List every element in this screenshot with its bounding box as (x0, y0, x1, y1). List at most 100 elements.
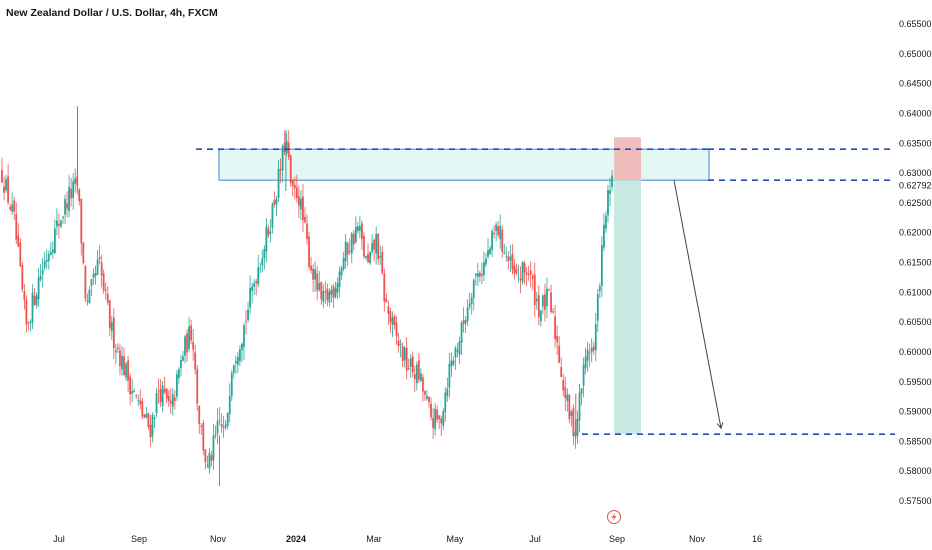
candle-body (324, 291, 327, 293)
candle-body (499, 225, 502, 240)
candle-body (491, 231, 493, 251)
candle-body (202, 422, 205, 451)
candle-body (80, 199, 83, 244)
candle-body (576, 419, 579, 436)
current-price-label: 0.62792 (899, 180, 932, 190)
candle-body (383, 273, 386, 302)
candle-body (218, 419, 221, 421)
x-tick-label: Sep (131, 534, 147, 544)
x-tick-label: 16 (752, 534, 762, 544)
candle-body (175, 374, 178, 397)
y-tick-label: 0.58500 (899, 436, 932, 446)
candle-body (204, 449, 207, 463)
candle-body (210, 455, 213, 461)
candle-body (584, 356, 587, 368)
candle-body (129, 376, 132, 395)
candle-body (198, 405, 201, 425)
candle-body (444, 392, 447, 413)
candle-body (194, 352, 197, 370)
candle-body (200, 425, 203, 427)
candle-body (572, 408, 575, 437)
candle-body (145, 413, 148, 418)
candle-body (224, 424, 227, 428)
projection-arrow[interactable] (673, 180, 722, 429)
candle-body (562, 379, 565, 391)
candle-body (214, 434, 217, 436)
candle-body (542, 295, 544, 307)
candle-body (15, 214, 18, 240)
candle-body (82, 242, 85, 264)
candle-body (358, 226, 361, 231)
candle-body (480, 273, 483, 276)
candle-body (525, 272, 528, 275)
candle-body (326, 288, 329, 300)
candle-body (273, 199, 276, 205)
x-tick-label: May (446, 534, 464, 544)
candle-body (365, 256, 367, 259)
candle-body (385, 298, 388, 303)
candle-body (527, 274, 530, 275)
candle-body (568, 395, 571, 420)
candle-body (157, 390, 160, 392)
x-tick-label: Nov (689, 534, 706, 544)
candle-body (167, 395, 170, 402)
candle-body (141, 401, 144, 417)
candle-body (415, 364, 418, 384)
candle-body (438, 415, 441, 420)
x-tick-label: Mar (366, 534, 382, 544)
arrow-head-icon (716, 422, 724, 430)
candle-body (96, 259, 99, 275)
candle-body (226, 412, 229, 426)
candle-body (434, 408, 437, 430)
candle-body (454, 347, 457, 358)
candle-body (108, 300, 111, 329)
candle-body (350, 233, 353, 254)
candle-body (49, 251, 52, 255)
candle-body (302, 196, 304, 221)
candle-body (452, 360, 455, 365)
take-profit-zone[interactable] (614, 180, 641, 435)
candle-body (241, 343, 243, 351)
candle-body (344, 241, 347, 262)
candle-body (1, 170, 3, 183)
candle-body (548, 288, 550, 290)
candle-body (70, 188, 73, 199)
candle-body (110, 321, 113, 332)
candle-body (234, 361, 237, 364)
candle-body (135, 394, 138, 396)
candle-body (334, 288, 337, 297)
candle-body (544, 294, 546, 310)
candle-body (377, 233, 380, 260)
candle-body (43, 260, 46, 268)
candle-body (564, 387, 567, 398)
candle-body (163, 388, 166, 393)
candle-body (300, 198, 302, 210)
candle-body (35, 295, 38, 306)
candle-body (285, 140, 288, 154)
candle-body (98, 256, 101, 260)
stop-loss-zone[interactable] (614, 137, 641, 181)
candle-body (27, 322, 30, 324)
candle-body (566, 394, 569, 401)
candle-body (389, 311, 392, 323)
candle-body (293, 184, 296, 189)
candle-body (417, 360, 420, 380)
candle-body (261, 258, 264, 266)
candle-body (607, 189, 609, 216)
candle-body (529, 270, 532, 275)
candle-body (588, 352, 591, 354)
lightning-bolt-icon[interactable] (607, 510, 621, 524)
candle-body (493, 232, 495, 235)
candle-body (37, 277, 40, 300)
candle-body (259, 268, 262, 270)
candle-body (131, 391, 134, 394)
candle-body (312, 268, 315, 280)
candle-body (277, 169, 280, 198)
candle-body (539, 310, 542, 322)
candle-body (247, 309, 249, 321)
candle-body (47, 254, 50, 262)
candle-body (432, 418, 434, 428)
candle-body (29, 321, 32, 323)
y-tick-label: 0.65500 (899, 19, 932, 29)
